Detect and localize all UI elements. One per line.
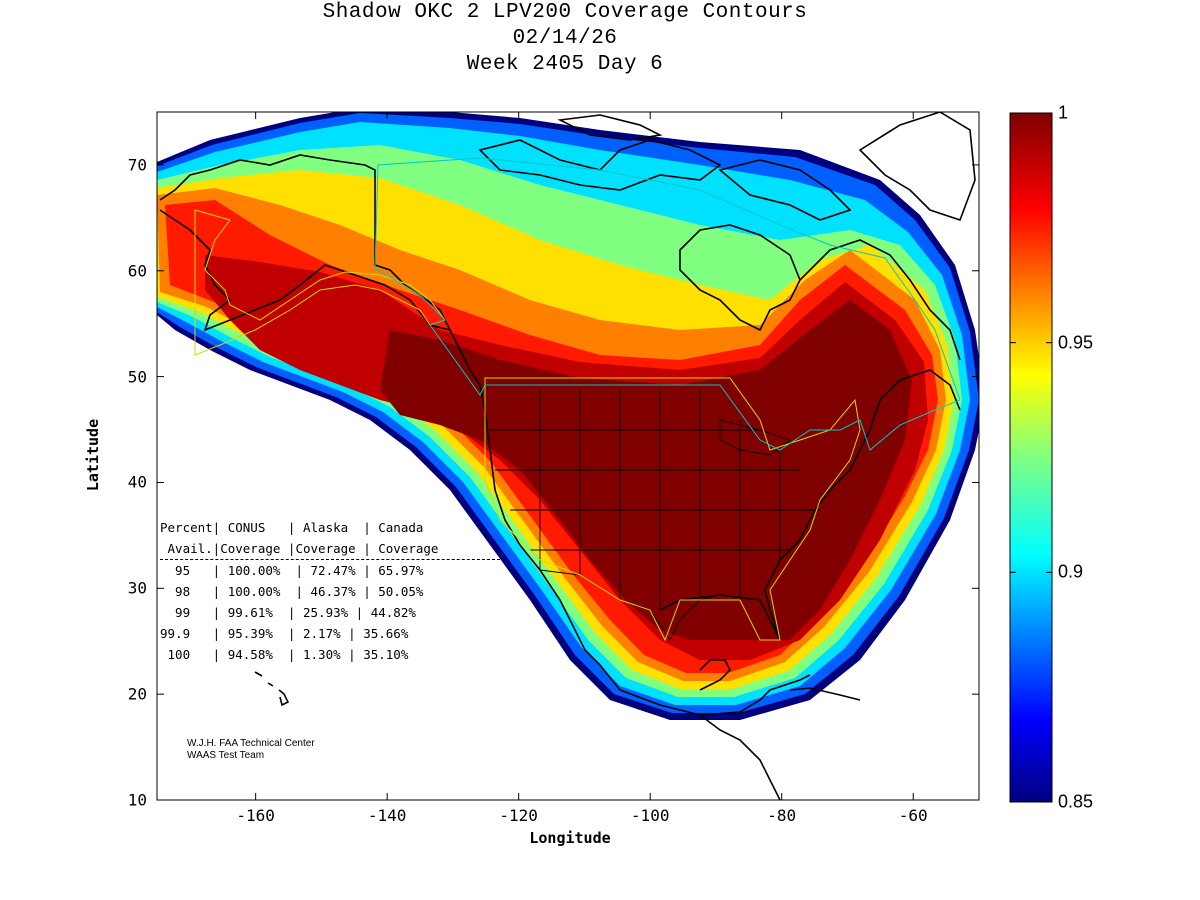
x-tick-label: -120 xyxy=(499,806,538,825)
colorbar-tick-label: 0.85 xyxy=(1058,791,1094,812)
coverage-stats-table: Percent| CONUS | Alaska | Canada Avail.|… xyxy=(160,517,500,665)
x-tick-label: -160 xyxy=(236,806,275,825)
y-axis-label: Latitude xyxy=(84,418,102,492)
labrador-coast xyxy=(799,239,961,361)
stats-row: 100 | 94.58% | 1.30% | 35.10% xyxy=(160,647,409,662)
mexico-coast xyxy=(599,664,811,716)
x-tick-label: -140 xyxy=(367,806,407,825)
cuba xyxy=(789,687,861,701)
coverage-contours xyxy=(157,112,979,720)
colorbar-tick-label: 0.95 xyxy=(1058,332,1094,353)
x-tick-label: -80 xyxy=(767,806,797,825)
canada-boundary xyxy=(374,157,961,451)
y-tick-label: 40 xyxy=(127,472,147,492)
credit-text: W.J.H. FAA Technical Center WAAS Test Te… xyxy=(187,738,315,762)
hawaii-islands xyxy=(254,671,290,707)
plot-frame xyxy=(156,111,980,801)
yucatan-coast xyxy=(699,659,731,691)
great-lakes xyxy=(719,419,791,456)
coastlines xyxy=(159,112,976,800)
arctic-islands-3 xyxy=(718,159,852,221)
arctic-islands-1 xyxy=(478,139,722,191)
conus-boundary xyxy=(484,377,861,642)
title-line-1: Shadow OKC 2 LPV200 Coverage Contours xyxy=(322,1,808,24)
colorbar xyxy=(1009,112,1053,803)
stats-header-2: Avail.|Coverage |Coverage | Coverage xyxy=(160,538,500,560)
colorbar-tick-marks xyxy=(1010,112,1052,803)
central-america xyxy=(699,714,781,800)
y-tick-label: 20 xyxy=(127,684,147,704)
stats-row: 99 | 99.61% | 25.93% | 44.82% xyxy=(160,605,416,620)
y-tick-label: 30 xyxy=(127,578,147,598)
stats-row: 95 | 100.00% | 72.47% | 65.97% xyxy=(160,563,424,578)
gulf-coast xyxy=(659,369,961,641)
colorbar-tick-label: 0.9 xyxy=(1058,561,1084,582)
greenland-coast xyxy=(858,112,976,222)
x-axis-label: Longitude xyxy=(529,829,611,847)
y-tick-label: 10 xyxy=(127,790,147,810)
tick-marks xyxy=(157,112,979,801)
arctic-islands-2 xyxy=(557,114,663,141)
fir-boundaries xyxy=(194,157,961,642)
credit-line-1: W.J.H. FAA Technical Center xyxy=(187,738,315,749)
stats-row: 98 | 100.00% | 46.37% | 50.05% xyxy=(160,584,424,599)
credit-line-2: WAAS Test Team xyxy=(187,750,265,761)
west-coast xyxy=(449,329,601,666)
colorbar-tick-label: 1 xyxy=(1058,102,1069,123)
x-tick-label: -60 xyxy=(898,806,928,825)
alaska-coast xyxy=(159,154,452,332)
chart-title: Shadow OKC 2 LPV200 Coverage Contours 02… xyxy=(0,0,1130,78)
y-tick-label: 60 xyxy=(127,261,147,281)
stats-header-1: Percent| CONUS | Alaska | Canada xyxy=(160,520,424,535)
y-tick-label: 50 xyxy=(127,367,147,387)
hudson-bay-coast xyxy=(679,224,801,332)
y-tick-label: 70 xyxy=(127,155,147,175)
title-line-3: Week 2405 Day 6 xyxy=(466,53,664,76)
alaska-boundary xyxy=(194,209,446,356)
stats-row: 99.9 | 95.39% | 2.17% | 35.66% xyxy=(160,626,409,641)
title-line-2: 02/14/26 xyxy=(512,27,618,50)
x-tick-label: -100 xyxy=(630,806,670,825)
